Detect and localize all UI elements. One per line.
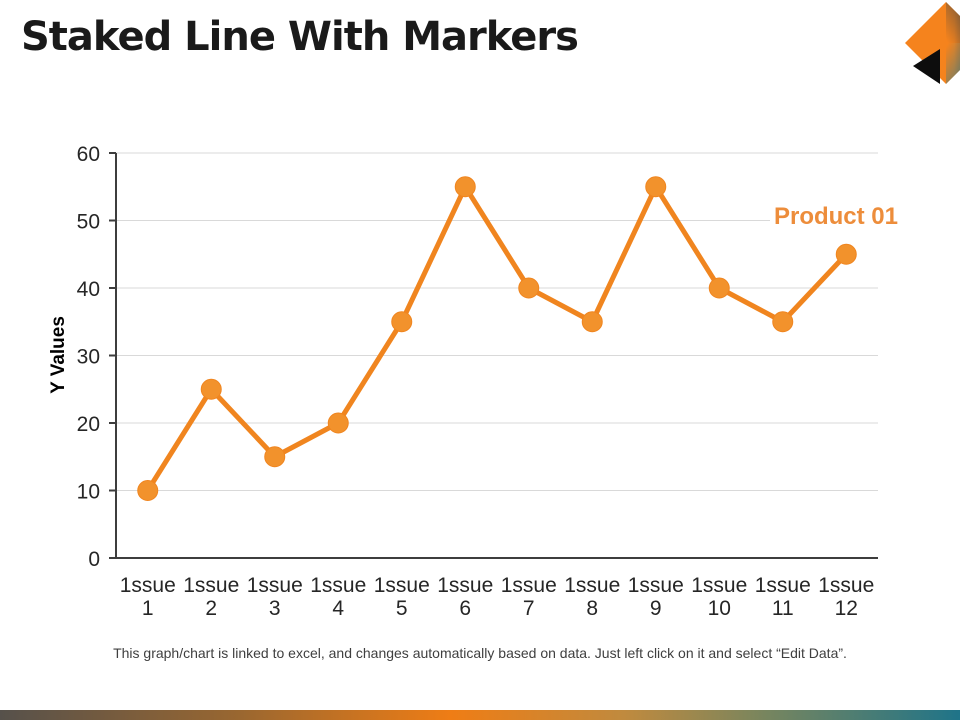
data-point-marker: [772, 311, 794, 333]
y-tick-label: 20: [77, 413, 100, 436]
data-point-marker: [391, 311, 413, 333]
data-point-marker: [137, 480, 159, 501]
y-tick-label: 60: [77, 143, 100, 166]
x-tick-label: 1ssue 1: [120, 574, 176, 620]
corner-diamond-dark-facet: [946, 2, 960, 43]
y-tick-label: 10: [77, 481, 100, 504]
x-tick-label: 1ssue 12: [818, 574, 874, 620]
x-tick-label: 1ssue 3: [247, 574, 303, 620]
page-title: Staked Line With Markers: [21, 14, 579, 60]
corner-arrow-decoration: [905, 2, 960, 84]
x-tick-label: 1ssue 11: [755, 574, 811, 620]
y-tick-label: 30: [77, 346, 100, 369]
data-point-marker: [708, 277, 730, 299]
legend-label: Product 01: [774, 203, 898, 230]
data-point-marker: [645, 176, 667, 198]
back-arrow-icon: [913, 49, 940, 84]
y-tick-label: 40: [77, 278, 100, 301]
data-point-marker: [581, 311, 603, 333]
y-tick-label: 0: [88, 548, 100, 571]
x-tick-label: 1ssue 7: [501, 574, 557, 620]
x-tick-label: 1ssue 5: [374, 574, 430, 620]
y-tick-label: 50: [77, 211, 100, 234]
data-point-marker: [327, 412, 349, 434]
data-point-marker: [454, 176, 476, 198]
x-tick-label: 1ssue 9: [628, 574, 684, 620]
x-tick-label: 1ssue 8: [564, 574, 620, 620]
x-tick-label: 1ssue 4: [310, 574, 366, 620]
footer-note: This graph/chart is linked to excel, and…: [113, 645, 847, 661]
data-point-marker: [264, 446, 286, 468]
corner-diamond-teal-facet: [946, 43, 960, 84]
x-tick-label: 1ssue 6: [437, 574, 493, 620]
data-point-marker: [200, 378, 222, 400]
bottom-gradient-bar: [0, 710, 960, 720]
data-point-marker: [518, 277, 540, 299]
data-line: [145, 184, 849, 493]
x-tick-label: 1ssue 2: [183, 574, 239, 620]
x-tick-label: 1ssue 10: [691, 574, 747, 620]
legend-background: [770, 202, 910, 232]
data-point-marker: [835, 243, 857, 265]
y-axis-title: Y Values: [48, 316, 69, 394]
